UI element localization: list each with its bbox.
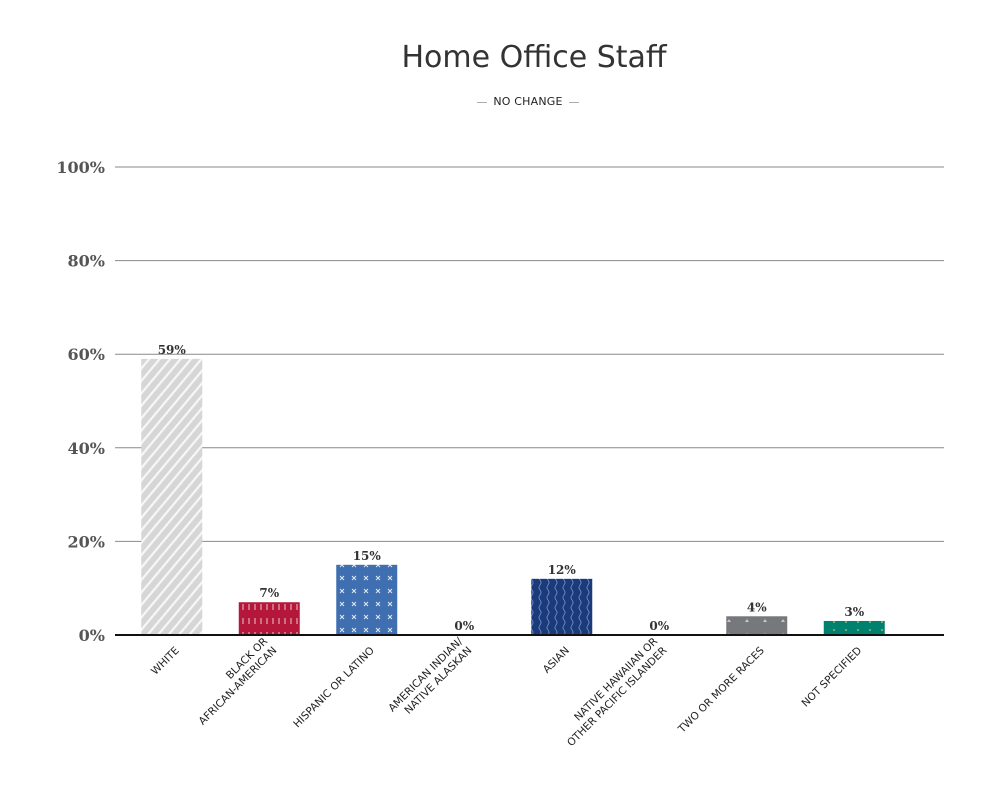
grid-lines bbox=[115, 166, 944, 542]
value-labels: 59% 7% 15% 0% 12% 0% 4% 3% bbox=[158, 343, 865, 633]
value-label: 12% bbox=[548, 563, 577, 577]
chart-title: Home Office Staff bbox=[401, 40, 667, 75]
y-tick-label: 0% bbox=[79, 626, 105, 645]
category-label: ASIAN bbox=[541, 645, 572, 676]
y-tick-label: 40% bbox=[68, 439, 105, 458]
category-label-line: ASIAN bbox=[541, 645, 572, 676]
category-label-line: WHITE bbox=[149, 645, 182, 678]
bar bbox=[141, 358, 203, 635]
bars bbox=[141, 358, 885, 635]
category-labels: WHITE BLACK ORAFRICAN-AMERICAN HISPANIC OR… bbox=[149, 635, 864, 749]
bar bbox=[823, 620, 885, 635]
legend-label: NO CHANGE bbox=[493, 95, 563, 108]
category-label-line: NOT SPECIFIED bbox=[799, 645, 864, 710]
chart-legend: NO CHANGE bbox=[0, 95, 1000, 108]
category-label: NOT SPECIFIED bbox=[799, 645, 864, 710]
category-label: HISPANIC OR LATINO bbox=[291, 645, 377, 731]
y-tick-label: 20% bbox=[68, 532, 105, 551]
bar bbox=[726, 616, 788, 635]
category-label: AMERICAN INDIAN/NATIVE ALASKAN bbox=[386, 635, 474, 723]
category-label: WHITE bbox=[149, 645, 182, 678]
category-label: TWO OR MORE RACES bbox=[675, 644, 767, 736]
value-label: 3% bbox=[844, 605, 864, 619]
value-label: 7% bbox=[259, 586, 279, 600]
y-axis-ticks: 0% 20% 40% 60% 80% 100% bbox=[56, 158, 105, 645]
y-tick-label: 100% bbox=[56, 158, 105, 177]
bar bbox=[238, 602, 300, 635]
category-label-line: OTHER PACIFIC ISLANDER bbox=[565, 645, 669, 749]
category-label-line: AMERICAN INDIAN/ bbox=[386, 635, 465, 714]
category-label: BLACK ORAFRICAN-AMERICAN bbox=[187, 635, 279, 727]
value-label: 15% bbox=[353, 549, 382, 563]
value-label: 4% bbox=[747, 600, 767, 614]
category-label: NATIVE HAWAIIAN OROTHER PACIFIC ISLANDER bbox=[556, 635, 670, 749]
category-label-line: NATIVE HAWAIIAN OR bbox=[572, 635, 660, 723]
y-tick-label: 80% bbox=[68, 252, 105, 271]
bar bbox=[336, 564, 398, 635]
y-tick-label: 60% bbox=[68, 345, 105, 364]
legend-dash-right bbox=[568, 101, 579, 103]
value-label: 0% bbox=[454, 619, 474, 633]
value-label: 0% bbox=[649, 619, 669, 633]
category-label-line: TWO OR MORE RACES bbox=[675, 644, 767, 736]
legend-dash-left bbox=[477, 101, 488, 103]
bar bbox=[531, 578, 593, 635]
category-label-line: AFRICAN-AMERICAN bbox=[197, 645, 280, 728]
value-label: 59% bbox=[158, 343, 187, 357]
category-label-line: HISPANIC OR LATINO bbox=[291, 645, 377, 731]
